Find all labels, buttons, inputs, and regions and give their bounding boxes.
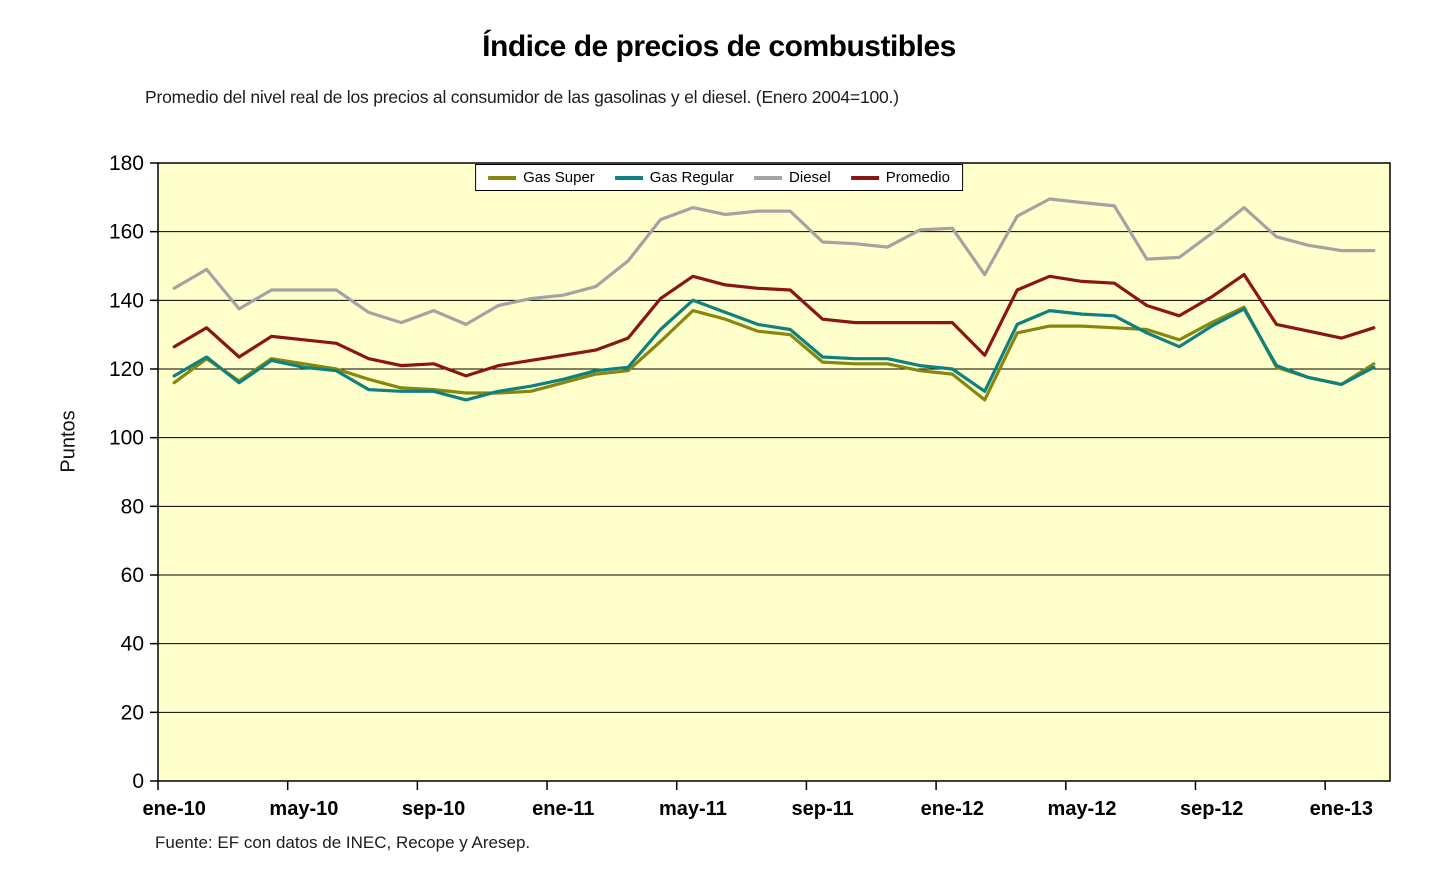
x-tick-label: ene-11 (532, 798, 594, 820)
y-tick-label: 100 (109, 427, 144, 450)
y-tick-label: 60 (121, 564, 144, 587)
legend-swatch (754, 175, 783, 180)
legend-item-promedio: Promedio (850, 169, 950, 186)
x-tick-label: may-10 (269, 798, 338, 820)
plot-border (157, 162, 1391, 782)
legend-item-diesel: Diesel (754, 169, 831, 186)
x-tick-label: may-11 (659, 798, 727, 820)
legend-item-gas-regular: Gas Regular (614, 169, 735, 186)
y-tick-label: 180 (109, 152, 144, 175)
series-line-diesel (172, 197, 1376, 326)
x-tick-label: ene-12 (921, 798, 984, 820)
y-tick-label: 40 (121, 633, 144, 656)
legend-label: Promedio (885, 169, 950, 186)
legend-label: Gas Super (523, 169, 595, 186)
chart-title: Índice de precios de combustibles (482, 30, 956, 63)
legend-swatch (850, 175, 879, 180)
x-tick-label: ene-10 (143, 798, 206, 820)
legend-swatch (614, 175, 643, 180)
y-tick-label: 0 (132, 770, 144, 793)
chart-legend: Gas Super Gas Regular Diesel Promedio (475, 164, 963, 191)
legend-label: Gas Regular (649, 169, 735, 186)
series-line-gas-super (172, 305, 1376, 402)
series-line-gas-regular (172, 298, 1376, 402)
y-tick-label: 80 (121, 495, 144, 518)
y-tick-label: 160 (109, 221, 144, 244)
x-tick-label: may-12 (1048, 798, 1117, 820)
legend-label: Diesel (789, 169, 831, 186)
legend-item-gas-super: Gas Super (488, 169, 595, 186)
y-tick-label: 20 (121, 701, 144, 724)
y-tick-label: 120 (109, 358, 144, 381)
x-tick-label: sep-11 (791, 798, 853, 820)
x-tick-label: sep-10 (402, 798, 465, 820)
chart-subtitle: Promedio del nivel real de los precios a… (145, 87, 899, 107)
series-line-promedio (172, 273, 1376, 378)
x-tick-label: ene-13 (1310, 798, 1373, 820)
legend-swatch (488, 175, 517, 180)
x-tick-label: sep-12 (1180, 798, 1243, 820)
source-note: Fuente: EF con datos de INEC, Recope y A… (155, 833, 531, 852)
plot-area (158, 163, 1390, 781)
y-tick-label: 140 (109, 289, 144, 312)
